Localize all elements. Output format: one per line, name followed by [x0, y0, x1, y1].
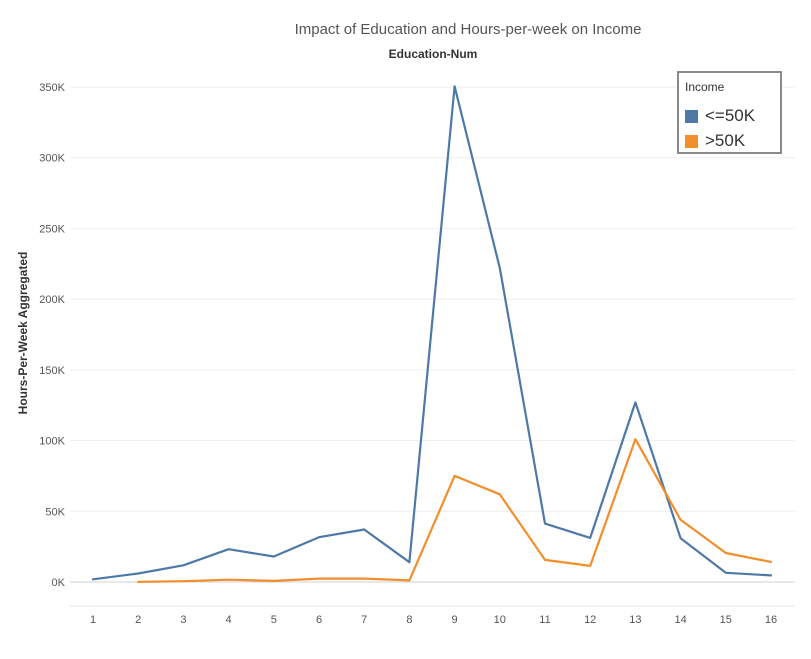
y-tick-label: 250K	[39, 223, 65, 235]
chart-title: Impact of Education and Hours-per-week o…	[295, 21, 642, 38]
y-tick-label: 150K	[39, 365, 65, 377]
x-tick-label: 2	[135, 614, 141, 626]
legend: Income <=50K >50K	[677, 71, 782, 154]
x-tick-label: 13	[629, 614, 641, 626]
x-tick-label: 5	[271, 614, 277, 626]
legend-item-le-50k[interactable]: <=50K	[685, 106, 755, 126]
y-tick-label: 200K	[39, 294, 65, 306]
y-axis-title: Hours-Per-Week Aggregated	[16, 252, 30, 415]
x-tick-label: 1	[90, 614, 96, 626]
x-tick-label: 10	[494, 614, 506, 626]
x-axis-header: Education-Num	[389, 47, 478, 61]
x-tick-label: 14	[674, 614, 686, 626]
x-tick-label: 8	[406, 614, 412, 626]
x-tick-label: 16	[765, 614, 777, 626]
series-lines	[91, 85, 773, 584]
x-tick-label: 9	[452, 614, 458, 626]
legend-swatch-gt-50k	[685, 134, 698, 148]
legend-title: Income	[685, 80, 725, 94]
legend-label-gt-50k: >50K	[705, 131, 746, 150]
x-tick-label: 3	[180, 614, 186, 626]
x-tick-label: 7	[361, 614, 367, 626]
y-axis-ticks: 0K 50K 100K 150K 200K 250K 300K 350K	[39, 82, 65, 589]
y-tick-label: 0K	[52, 577, 66, 589]
x-axis-ticks: 1 2 3 4 5 6 7 8 9 10 11 12 13 14 15 16	[90, 614, 777, 626]
x-tick-label: 15	[720, 614, 732, 626]
y-tick-label: 50K	[45, 506, 65, 518]
y-tick-label: 350K	[39, 82, 65, 94]
series-line-gt-50k[interactable]	[137, 438, 773, 584]
y-tick-label: 100K	[39, 436, 65, 448]
y-tick-label: 300K	[39, 153, 65, 165]
legend-item-gt-50k[interactable]: >50K	[685, 131, 745, 151]
x-tick-label: 12	[584, 614, 596, 626]
series-line-le-50k[interactable]	[91, 85, 773, 581]
x-tick-label: 6	[316, 614, 322, 626]
legend-swatch-le-50k	[685, 109, 698, 123]
x-tick-label: 4	[226, 614, 232, 626]
legend-label-le-50k: <=50K	[705, 106, 756, 125]
x-tick-label: 11	[539, 614, 550, 626]
